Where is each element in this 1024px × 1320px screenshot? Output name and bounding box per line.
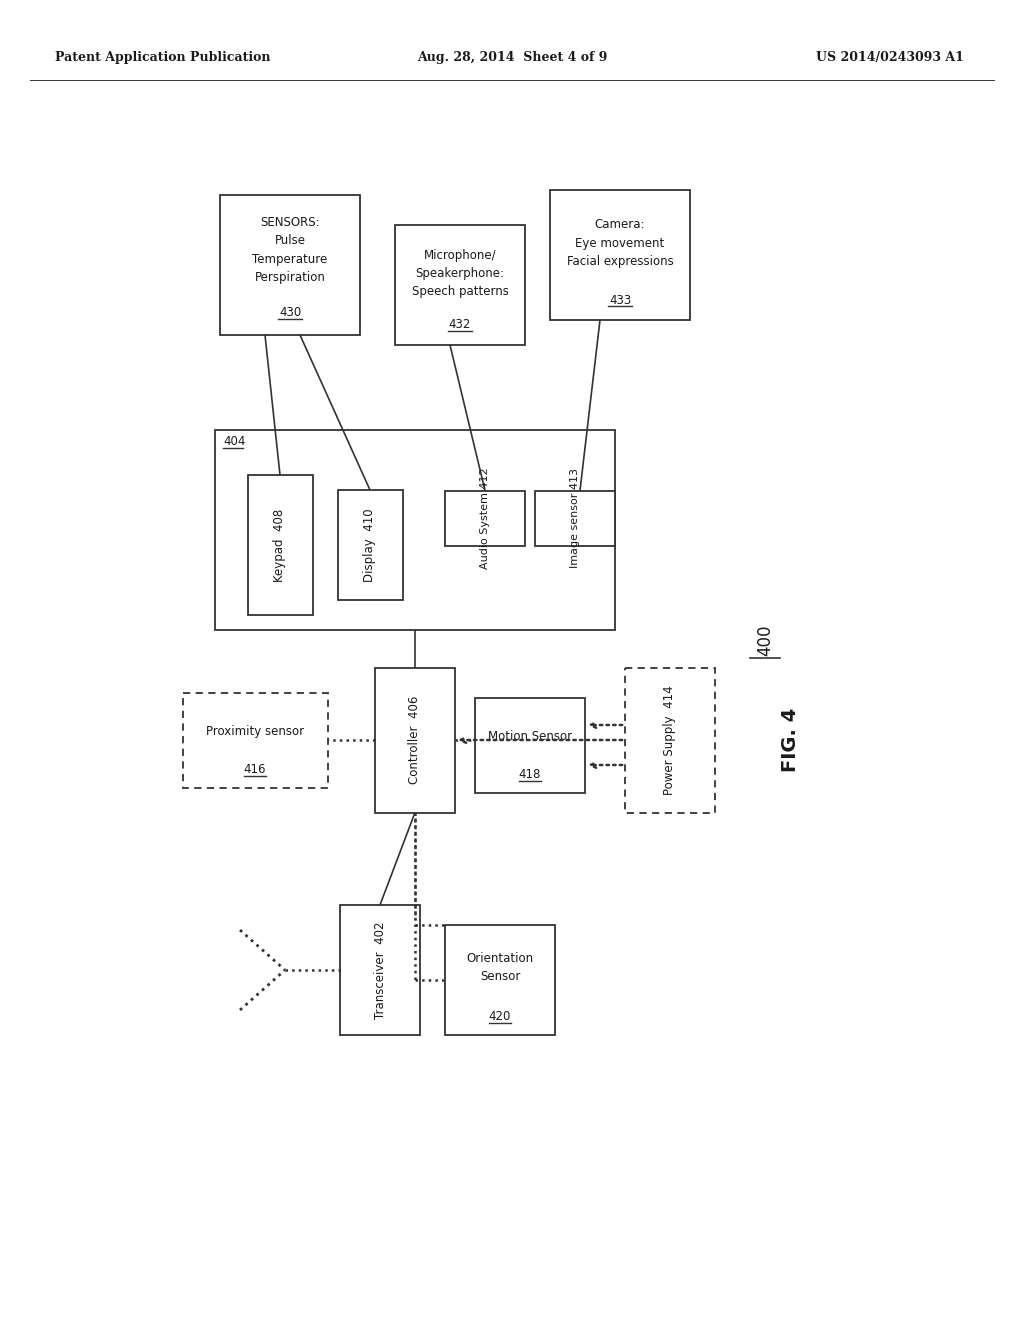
Text: Motion Sensor: Motion Sensor xyxy=(488,730,572,743)
Text: FIG. 4: FIG. 4 xyxy=(780,708,800,772)
Bar xyxy=(220,195,360,335)
Text: Controller  406: Controller 406 xyxy=(409,696,422,784)
Text: Patent Application Publication: Patent Application Publication xyxy=(55,51,270,65)
Text: SENSORS:
Pulse
Temperature
Perspiration: SENSORS: Pulse Temperature Perspiration xyxy=(252,216,328,284)
Text: Orientation
Sensor: Orientation Sensor xyxy=(467,953,534,983)
Bar xyxy=(375,668,455,813)
Bar xyxy=(625,668,715,813)
Text: 418: 418 xyxy=(519,768,542,781)
Text: Proximity sensor: Proximity sensor xyxy=(206,726,304,738)
Text: Microphone/
Speakerphone:
Speech patterns: Microphone/ Speakerphone: Speech pattern… xyxy=(412,248,509,297)
Text: 420: 420 xyxy=(488,1011,511,1023)
Bar xyxy=(215,430,615,630)
Text: Aug. 28, 2014  Sheet 4 of 9: Aug. 28, 2014 Sheet 4 of 9 xyxy=(417,51,607,65)
Bar xyxy=(182,693,328,788)
Bar xyxy=(550,190,690,319)
Text: 404: 404 xyxy=(223,436,246,447)
Bar xyxy=(535,491,615,545)
Bar xyxy=(475,697,585,792)
Text: 432: 432 xyxy=(449,318,471,331)
Bar xyxy=(248,475,312,615)
Text: US 2014/0243093 A1: US 2014/0243093 A1 xyxy=(816,51,964,65)
Text: 400: 400 xyxy=(756,624,774,656)
Text: Audio System 412: Audio System 412 xyxy=(480,467,490,569)
Text: 433: 433 xyxy=(609,293,631,306)
Text: Camera:
Eye movement
Facial expressions: Camera: Eye movement Facial expressions xyxy=(566,219,674,268)
Text: Keypad  408: Keypad 408 xyxy=(273,508,287,582)
Bar xyxy=(445,491,525,545)
Text: Display  410: Display 410 xyxy=(364,508,377,582)
Bar xyxy=(340,906,420,1035)
Bar xyxy=(445,925,555,1035)
Bar xyxy=(338,490,402,601)
Text: 416: 416 xyxy=(244,763,266,776)
Text: 430: 430 xyxy=(279,306,301,319)
Text: Image sensor 413: Image sensor 413 xyxy=(570,469,580,568)
Text: Power Supply  414: Power Supply 414 xyxy=(664,685,677,795)
Bar xyxy=(395,224,525,345)
Text: Transceiver  402: Transceiver 402 xyxy=(374,921,386,1019)
